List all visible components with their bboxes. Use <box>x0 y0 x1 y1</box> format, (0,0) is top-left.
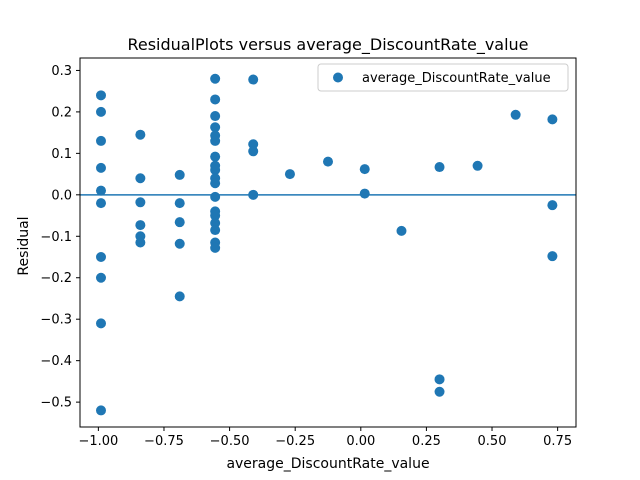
y-tick-label: −0.2 <box>40 271 72 286</box>
legend-box <box>317 63 569 92</box>
data-point <box>210 225 221 236</box>
data-point <box>359 188 370 199</box>
data-point <box>210 135 221 146</box>
y-axis-label: Residual <box>16 216 32 275</box>
plot-frame <box>79 57 577 428</box>
data-point <box>174 217 185 228</box>
data-point <box>510 109 521 120</box>
y-tick-label: 0.1 <box>51 147 72 162</box>
x-tick-label: −1.00 <box>78 434 118 449</box>
data-point <box>135 220 146 231</box>
plot-area <box>80 73 576 416</box>
data-point <box>472 160 483 171</box>
data-point <box>434 386 445 397</box>
y-tick-label: 0.0 <box>51 188 72 203</box>
data-point <box>95 318 106 329</box>
y-axis-ticks: 0.3 0.2 0.1 0.0 −0.1 −0.2 −0.3 −0.4 −0.5 <box>40 64 80 411</box>
data-point <box>434 374 445 385</box>
data-point <box>95 252 106 263</box>
data-point <box>210 210 221 221</box>
data-point <box>210 242 221 253</box>
data-point <box>359 164 370 175</box>
data-point <box>323 156 333 167</box>
data-point <box>284 169 295 180</box>
x-tick-label: 0.25 <box>412 434 441 449</box>
data-point <box>210 94 221 105</box>
data-point <box>135 173 146 184</box>
data-point <box>396 225 407 236</box>
y-tick-label: −0.4 <box>40 354 72 369</box>
x-tick-label: 0.50 <box>478 434 507 449</box>
y-tick-label: 0.2 <box>51 105 72 120</box>
data-point <box>434 162 445 173</box>
data-point <box>174 291 185 302</box>
data-point <box>248 139 259 150</box>
x-tick-label: 0.75 <box>543 434 572 449</box>
data-point <box>248 146 259 157</box>
data-point <box>210 191 221 202</box>
y-tick-label: −0.3 <box>40 313 72 328</box>
data-point <box>95 162 106 173</box>
data-point <box>135 129 146 140</box>
data-point <box>210 151 221 162</box>
data-point <box>210 164 221 175</box>
y-tick-label: −0.1 <box>40 230 72 245</box>
data-point <box>210 218 221 229</box>
y-tick-label: −0.5 <box>40 396 72 411</box>
data-point <box>95 185 106 196</box>
data-point <box>210 178 221 189</box>
data-point <box>174 198 185 209</box>
data-point <box>95 90 106 101</box>
x-tick-label: 0.00 <box>346 434 375 449</box>
legend-label: average_DiscountRate_value <box>362 71 551 86</box>
data-point <box>174 238 185 249</box>
data-point <box>135 197 146 208</box>
data-point <box>174 169 185 180</box>
data-point <box>95 198 106 209</box>
x-tick-label: −0.75 <box>144 434 184 449</box>
x-axis-ticks: −1.00 −0.75 −0.50 −0.25 0.00 0.25 0.50 0.75 <box>78 427 572 449</box>
data-point <box>248 189 259 200</box>
data-point <box>547 114 558 125</box>
x-axis-label: average_DiscountRate_value <box>226 456 429 472</box>
data-point <box>547 200 558 211</box>
data-point <box>95 405 106 416</box>
legend: average_DiscountRate_value <box>317 63 569 92</box>
data-point <box>135 237 146 248</box>
data-point <box>95 106 106 117</box>
data-point <box>95 135 106 146</box>
legend-marker <box>333 72 343 83</box>
y-tick-label: 0.3 <box>51 64 72 79</box>
data-point <box>95 272 106 283</box>
data-point <box>210 111 221 122</box>
data-point <box>210 122 221 133</box>
x-tick-label: −0.50 <box>210 434 250 449</box>
chart-title: ResidualPlots versus average_DiscountRat… <box>127 35 528 55</box>
x-tick-label: −0.25 <box>275 434 315 449</box>
data-point <box>248 74 259 85</box>
data-point <box>547 251 558 262</box>
data-point <box>210 73 221 84</box>
